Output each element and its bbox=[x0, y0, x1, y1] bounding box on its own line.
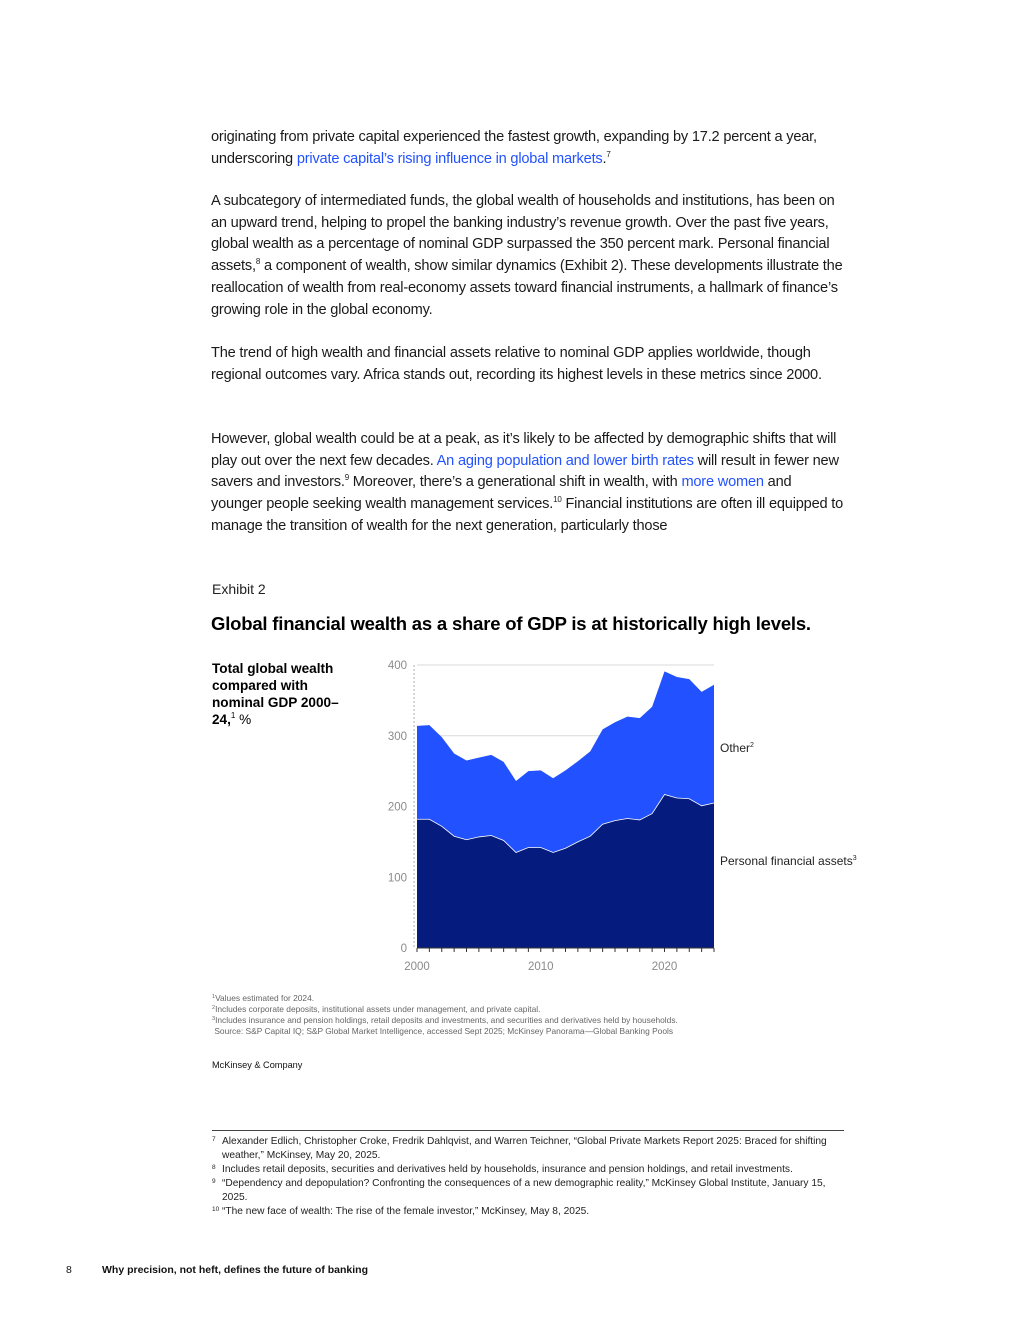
paragraph-text: A subcategory of intermediated funds, th… bbox=[211, 193, 835, 275]
series-label-other: Other2 bbox=[720, 741, 754, 755]
body-paragraph-4: However, global wealth could be at a pea… bbox=[211, 429, 845, 538]
footnote-text: “The new face of wealth: The rise of the… bbox=[222, 1206, 590, 1217]
footnote-text: Includes retail deposits, securities and… bbox=[222, 1164, 793, 1175]
footnote-divider bbox=[212, 1130, 844, 1131]
note-number: 2 bbox=[212, 1005, 216, 1011]
footnote-item: 7 Alexander Edlich, Christopher Croke, Fr… bbox=[212, 1135, 846, 1163]
footnote-number: 9 bbox=[212, 1178, 216, 1185]
report-title: Why precision, not heft, defines the fut… bbox=[102, 1264, 369, 1276]
y-tick-label: 0 bbox=[401, 943, 407, 955]
series-boundary-line bbox=[417, 794, 715, 853]
paragraph-text: Moreover, there’s a generational shift i… bbox=[348, 474, 682, 491]
note-text: Includes corporate deposits, institution… bbox=[215, 1004, 541, 1014]
note-number: 1 bbox=[212, 994, 216, 1000]
body-paragraph-2: A subcategory of intermediated funds, th… bbox=[211, 191, 845, 321]
footnote-ref: 10 bbox=[553, 495, 562, 505]
y-tick-label: 100 bbox=[388, 872, 407, 884]
x-tick-label: 2000 bbox=[404, 961, 430, 973]
paragraph-text: The trend of high wealth and financial a… bbox=[211, 345, 822, 383]
footnote-ref: 9 bbox=[344, 473, 349, 483]
x-tick-label: 2010 bbox=[528, 961, 554, 973]
paragraph-text: originating from private capital experie… bbox=[211, 129, 817, 167]
series-label-text: Personal financial assets bbox=[720, 854, 853, 868]
note-text: Includes insurance and pension holdings,… bbox=[215, 1015, 678, 1025]
footnote-item: 10 “The new face of wealth: The rise of t… bbox=[212, 1205, 846, 1219]
footnote-item: 8 Includes retail deposits, securities an… bbox=[212, 1163, 846, 1177]
brand-mckinsey: McKinsey & Company bbox=[212, 1060, 303, 1070]
series-label-text: Other bbox=[720, 741, 750, 755]
x-tick-label: 2020 bbox=[652, 961, 678, 973]
chart-notes: 1Values estimated for 2024. 2Includes co… bbox=[212, 993, 678, 1037]
chart-side-label: Total global wealth compared with nomina… bbox=[212, 660, 362, 728]
note-text: Values estimated for 2024. bbox=[215, 993, 315, 1003]
y-tick-label: 400 bbox=[388, 660, 407, 672]
chart-note-2: 2Includes corporate deposits, institutio… bbox=[212, 1004, 678, 1015]
link-private-capital[interactable]: private capital’s rising influence in gl… bbox=[296, 150, 603, 167]
chart-source: Source: S&P Capital IQ; S&P Global Marke… bbox=[212, 1026, 678, 1037]
footnote-text: “Dependency and depopulation? Confrontin… bbox=[222, 1178, 826, 1203]
footnote-number: 7 bbox=[212, 1136, 216, 1143]
paragraph-text: and younger people seeking wealth manage… bbox=[211, 474, 792, 513]
area-personal-financial-assets bbox=[417, 794, 714, 948]
note-number: 3 bbox=[212, 1016, 216, 1022]
body-paragraph-1: originating from private capital experie… bbox=[211, 127, 845, 170]
footnote-number: 8 bbox=[212, 1164, 216, 1171]
paragraph-text: . bbox=[602, 150, 607, 167]
chart-note-3: 3Includes insurance and pension holdings… bbox=[212, 1015, 678, 1026]
chart-unit: % bbox=[235, 712, 252, 727]
series-label-personal-financial-assets: Personal financial assets3 bbox=[720, 854, 857, 868]
link-aging-population[interactable]: An aging population and lower birth rate… bbox=[436, 452, 694, 469]
series-label-footnote: 3 bbox=[853, 855, 857, 862]
stacked-area-chart: 0 100 200 300 400 2000 2010 2020 Other2 Personal… bbox=[388, 660, 857, 973]
link-more-women[interactable]: more women bbox=[681, 474, 764, 491]
footnote-ref: 1 bbox=[230, 711, 236, 720]
label-layer: Other2 Personal financial assets3 bbox=[720, 741, 857, 868]
footnote-ref: 7 bbox=[606, 149, 611, 159]
page-number: 8 bbox=[66, 1264, 72, 1276]
series-label-footnote: 2 bbox=[750, 742, 754, 749]
area-layer bbox=[417, 671, 715, 948]
paragraph-text: Financial institutions are often ill equ… bbox=[211, 496, 844, 534]
exhibit-label: Exhibit 2 bbox=[212, 581, 266, 597]
footnote-number: 10 bbox=[212, 1206, 220, 1213]
footnote-item: 9 “Dependency and depopulation? Confronti… bbox=[212, 1177, 846, 1205]
source-text: Source: S&P Capital IQ; S&P Global Marke… bbox=[214, 1026, 674, 1036]
body-paragraph-3: The trend of high wealth and financial a… bbox=[211, 343, 845, 386]
chart-side-label-text: Total global wealth compared with nomina… bbox=[212, 661, 339, 727]
paragraph-text: will result in fewer new savers and inve… bbox=[211, 452, 839, 491]
y-tick-label: 200 bbox=[388, 802, 407, 814]
area-other bbox=[417, 671, 714, 853]
footnote-text: Alexander Edlich, Christopher Croke, Fre… bbox=[222, 1136, 827, 1161]
paragraph-text: a component of wealth, show similar dyna… bbox=[211, 258, 843, 318]
axis-layer: 0 100 200 300 400 2000 2010 2020 bbox=[388, 660, 715, 973]
y-tick-label: 300 bbox=[388, 731, 407, 743]
footnote-ref: 8 bbox=[255, 257, 261, 267]
chart-note-1: 1Values estimated for 2024. bbox=[212, 993, 678, 1004]
footnotes: 7 Alexander Edlich, Christopher Croke, Fr… bbox=[212, 1135, 846, 1219]
chart-title: Global financial wealth as a share of GD… bbox=[211, 613, 811, 634]
paragraph-text: However, global wealth could be at a pea… bbox=[211, 431, 837, 469]
